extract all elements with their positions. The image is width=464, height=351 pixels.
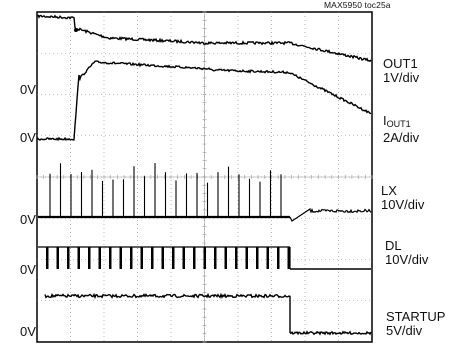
trace-lx-tail: [289, 207, 372, 222]
zero-label-lx: 0V: [20, 130, 36, 145]
trace-iout1: [37, 60, 372, 142]
trace-dl-pulse: [256, 247, 259, 269]
trace-dl-pulse: [235, 247, 238, 269]
trace-startup-low: [289, 330, 372, 336]
trace-dl-pulse: [109, 247, 112, 269]
trace-label-startup: STARTUP 5V/div: [386, 310, 445, 338]
trace-dl-pulse: [172, 247, 175, 269]
trace-name-lx: LX: [381, 183, 397, 198]
trace-startup-high: [44, 292, 291, 333]
trace-dl-pulse: [214, 247, 217, 269]
grid: [36, 11, 373, 343]
trace-dl-pulse: [119, 247, 122, 269]
trace-dl-pulse: [46, 247, 49, 269]
trace-name-startup: STARTUP: [386, 309, 446, 324]
chart-title: MAX5950 toc25a: [324, 0, 391, 10]
trace-name-dl: DL: [385, 238, 402, 253]
trace-dl-pulse: [287, 247, 290, 269]
trace-dl-pulse: [56, 247, 59, 269]
trace-dl-pulse: [151, 247, 154, 269]
trace-dl-pulse: [98, 247, 101, 269]
trace-scale-startup: 5V/div: [386, 323, 423, 338]
trace-label-out1: OUT1 1V/div: [383, 57, 419, 85]
trace-scale-lx: 10V/div: [381, 197, 425, 212]
zero-label-dl: 0V: [20, 212, 36, 227]
zero-label-bottom: 0V: [20, 324, 36, 339]
trace-dl-pulse: [193, 247, 196, 269]
trace-dl-pulse: [203, 247, 206, 269]
trace-dl-pulse: [140, 247, 143, 269]
trace-dl-pulse: [277, 247, 280, 269]
trace-scale-iout1: 2A/div: [383, 130, 420, 145]
trace-label-lx: LX 10V/div: [381, 184, 424, 212]
trace-out1: [37, 14, 372, 63]
trace-dl-pulse: [77, 247, 80, 269]
trace-dl-pulse: [161, 247, 164, 269]
zero-label-startup: 0V: [20, 262, 36, 277]
trace-dl-pulse: [67, 247, 70, 269]
traces: [37, 14, 372, 336]
trace-scale-out1: 1V/div: [383, 70, 420, 85]
trace-scale-dl: 10V/div: [385, 252, 429, 267]
trace-dl-pulse: [130, 247, 133, 269]
trace-dl-pulse: [88, 247, 91, 269]
trace-dl-pulse: [266, 247, 269, 269]
trace-name-out1: OUT1: [383, 56, 418, 71]
trace-marker: [74, 28, 78, 32]
trace-name-iout1: IOUT1: [383, 113, 411, 130]
trace-dl-pulse: [245, 247, 248, 269]
trace-dl-pulse: [224, 247, 227, 269]
trace-dl-pulse: [182, 247, 185, 269]
trace-label-iout1: IOUT1 2A/div: [383, 114, 419, 145]
zero-label-iout1: 0V: [20, 82, 36, 97]
trace-label-dl: DL 10V/div: [385, 239, 428, 267]
